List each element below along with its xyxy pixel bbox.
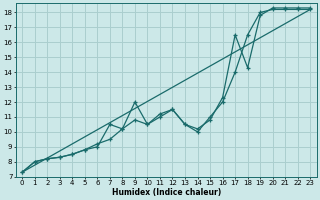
X-axis label: Humidex (Indice chaleur): Humidex (Indice chaleur) [112,188,221,197]
